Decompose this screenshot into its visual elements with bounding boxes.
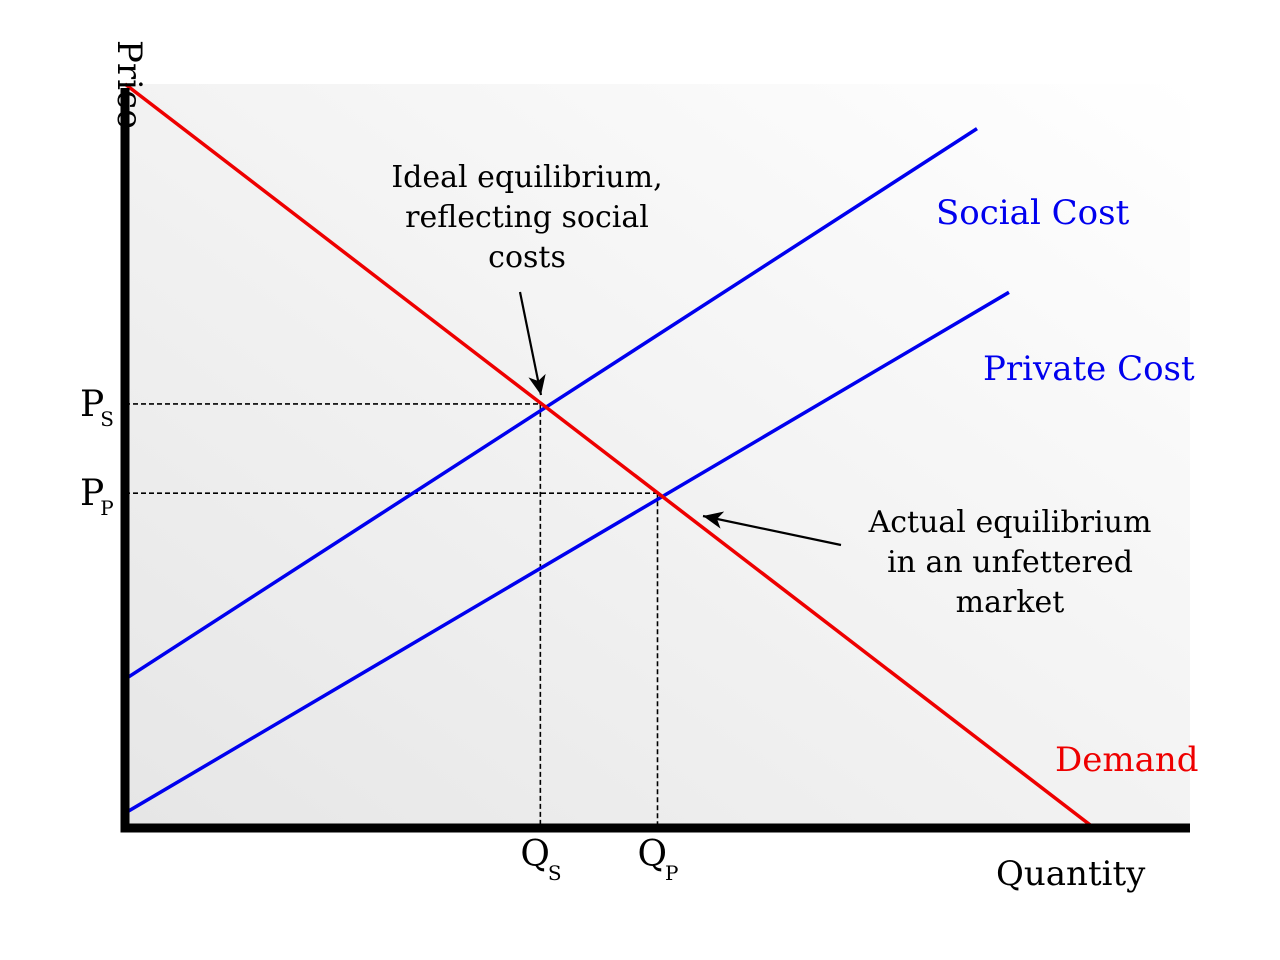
- annotation-arrow-actual: [702, 511, 842, 547]
- annotation-text-ideal: Ideal equilibrium, reflecting social costs: [391, 160, 662, 275]
- demand-label: Demand: [1055, 740, 1199, 780]
- axes: [120, 88, 1190, 833]
- annotation-arrow-ideal: [518, 291, 546, 396]
- y-tick-p-p: PP: [80, 473, 114, 520]
- series-labels: Social Cost Private Cost Demand: [936, 193, 1199, 780]
- series-lines: [123, 82, 1096, 830]
- annotations: Ideal equilibrium, reflecting social costs…: [391, 160, 1151, 620]
- x-tick-q-p: QP: [638, 834, 679, 885]
- x-axis-label: Quantity: [996, 854, 1146, 894]
- annotation-text-actual: Actual equilibrium in an unfettered market: [868, 505, 1152, 620]
- equilibrium-guides: [125, 403, 659, 828]
- social-cost-line: [124, 127, 978, 681]
- tick-labels: PS QS PP QP: [80, 384, 678, 885]
- private-cost-label: Private Cost: [983, 349, 1195, 389]
- social-cost-label: Social Cost: [936, 193, 1130, 233]
- y-tick-p-s: PS: [80, 384, 114, 431]
- demand-line: [123, 82, 1096, 830]
- x-tick-q-s: QS: [520, 834, 561, 885]
- y-axis-label: Price: [109, 40, 149, 129]
- private-cost-line: [124, 290, 1010, 815]
